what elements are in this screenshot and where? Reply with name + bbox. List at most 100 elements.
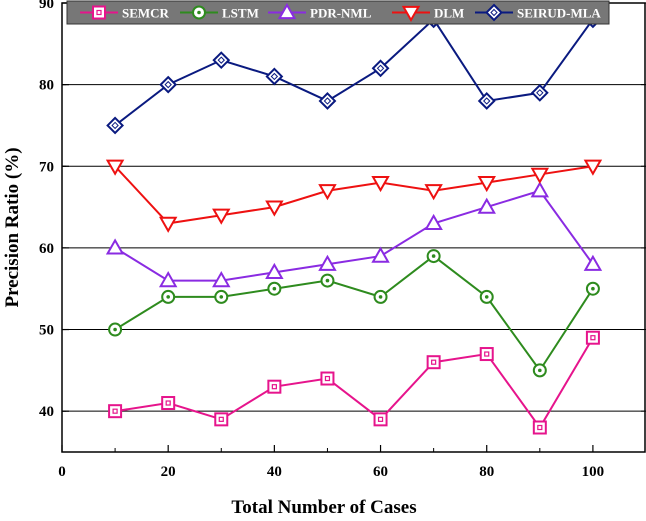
point-lstm-90-dot: [538, 368, 542, 373]
point-semcr-20-inner: [165, 400, 171, 406]
point-seirud-mla-30: [212, 51, 231, 70]
point-seirud-mla-40: [265, 67, 284, 86]
point-lstm-70-dot: [431, 254, 436, 258]
point-dlm-40: [265, 200, 284, 217]
point-semcr-50: [320, 371, 335, 386]
series-dlm: [105, 159, 603, 233]
point-lstm-50-dot: [325, 278, 330, 283]
point-pdr-nml-100: [583, 254, 603, 271]
point-pdr-nml-90: [530, 181, 550, 198]
point-pdr-nml-30: [212, 271, 231, 288]
x-axis-title: Total Number of Cases: [231, 497, 416, 516]
point-dlm-10: [105, 159, 125, 176]
point-semcr-10: [108, 404, 123, 419]
point-pdr-nml-70: [424, 213, 443, 231]
point-pdr-nml-20: [158, 271, 178, 288]
point-semcr-40-inner: [271, 384, 277, 390]
point-dlm-60: [371, 175, 390, 193]
series-layer: [105, 10, 603, 435]
legend-label-lstm: LSTM: [222, 6, 259, 21]
legend-label-dlm: DLM: [434, 6, 464, 21]
point-semcr-80-inner: [484, 351, 490, 357]
point-dlm-30: [212, 208, 231, 225]
legend-marker-semcr-inner: [96, 9, 102, 16]
y-tick-label-70: 70: [39, 159, 54, 175]
point-dlm-50: [318, 184, 337, 201]
point-seirud-mla-80-inner: [483, 97, 491, 105]
point-dlm-100: [583, 159, 603, 176]
point-semcr-100: [585, 330, 600, 345]
x-tick-label-80: 80: [479, 464, 494, 480]
series-semcr: [108, 330, 600, 435]
legend-marker-seirud-mla: [485, 3, 503, 22]
plot-frame: [61, 2, 646, 453]
point-semcr-90-inner: [537, 424, 543, 431]
point-lstm-100-dot: [591, 286, 595, 291]
point-seirud-mla-20: [159, 75, 178, 94]
point-pdr-nml-10: [105, 238, 125, 255]
point-semcr-100-inner: [590, 335, 596, 341]
point-pdr-nml-40: [265, 262, 284, 280]
x-tick-label-100: 100: [582, 464, 605, 480]
point-seirud-mla-30-inner: [217, 56, 225, 64]
x-tick-label-60: 60: [373, 464, 388, 480]
point-dlm-90: [530, 167, 550, 184]
point-semcr-10-inner: [112, 408, 118, 414]
point-lstm-80-dot: [484, 295, 489, 299]
series-lstm: [108, 249, 600, 378]
point-seirud-mla-60: [371, 59, 390, 78]
point-semcr-30-inner: [218, 416, 224, 422]
legend-marker-seirud-mla-inner: [490, 8, 498, 17]
point-seirud-mla-50-inner: [323, 97, 332, 105]
point-pdr-nml-60: [371, 246, 390, 263]
point-lstm-10-dot: [113, 327, 117, 332]
point-seirud-mla-80: [477, 92, 496, 110]
point-lstm-40-dot: [272, 286, 277, 291]
x-tick-label-40: 40: [267, 464, 282, 480]
point-semcr-30: [214, 412, 229, 427]
point-semcr-50-inner: [324, 375, 331, 382]
legend-marker-lstm-dot: [197, 10, 201, 15]
y-axis-title: Precision Ratio (%): [2, 147, 23, 307]
point-semcr-90: [532, 420, 547, 435]
point-seirud-mla-90-inner: [536, 89, 544, 97]
point-lstm-30-dot: [219, 295, 224, 299]
point-dlm-80: [477, 175, 496, 193]
series-seirud-mla: [106, 10, 602, 135]
y-tick-label-80: 80: [39, 78, 54, 94]
point-semcr-20: [161, 396, 176, 411]
series-line-seirud-mla: [114, 17, 594, 127]
legend-marker-semcr: [92, 5, 106, 20]
series-pdr-nml: [105, 181, 603, 288]
grid-layer: [62, 2, 646, 412]
point-seirud-mla-60-inner: [376, 64, 385, 73]
point-semcr-60-inner: [377, 416, 384, 422]
legend-label-seirud-mla: SEIRUD-MLA: [517, 6, 601, 21]
series-line-dlm: [114, 165, 594, 225]
point-seirud-mla-10-inner: [111, 121, 119, 130]
point-seirud-mla-40-inner: [270, 72, 279, 81]
point-semcr-70-inner: [431, 359, 437, 365]
series-line-semcr: [114, 337, 594, 430]
point-seirud-mla-10: [106, 116, 125, 135]
legend-label-semcr: SEMCR: [122, 6, 170, 21]
point-lstm-60-dot: [378, 295, 383, 299]
series-line-lstm: [114, 254, 594, 373]
plot-border: [61, 2, 646, 453]
point-semcr-60: [373, 412, 388, 427]
legend-label-pdr-nml: PDR-NML: [310, 6, 372, 21]
point-pdr-nml-80: [477, 197, 496, 214]
point-lstm-20-dot: [166, 295, 170, 299]
y-tick-label-40: 40: [39, 404, 54, 420]
point-seirud-mla-20-inner: [164, 80, 172, 89]
point-semcr-40: [267, 379, 282, 394]
point-semcr-80: [479, 347, 494, 362]
point-dlm-70: [424, 184, 443, 201]
x-tick-label-0: 0: [58, 464, 66, 480]
x-tick-label-20: 20: [161, 464, 176, 480]
y-tick-label-50: 50: [39, 323, 54, 339]
point-seirud-mla-50: [318, 92, 337, 110]
